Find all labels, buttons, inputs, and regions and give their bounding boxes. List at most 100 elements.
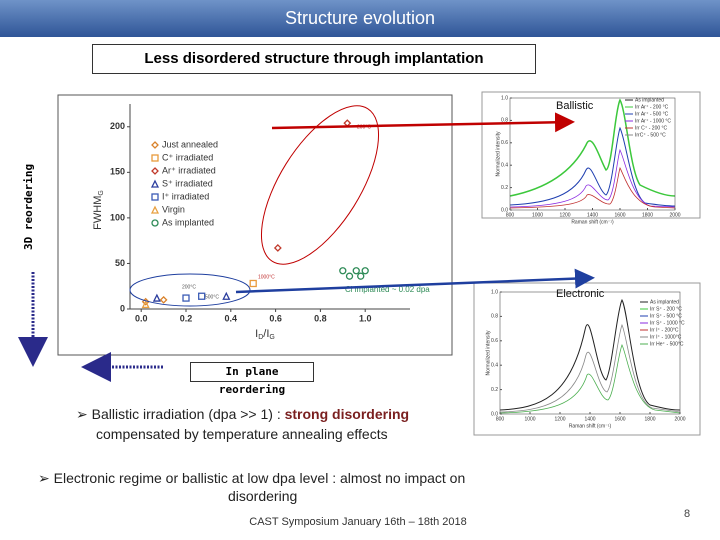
y-tick-label: 0.8 [491,314,498,320]
annotation: 200°C [182,284,196,290]
blue-ellipse [129,273,251,307]
x-tick-label: 1.0 [359,313,372,323]
legend-label: Irr He⁺ - 500°C [650,341,684,347]
y-tick-label: 150 [110,167,125,177]
x-tick-label: 0.4 [225,313,238,323]
raman1-frame [481,91,701,219]
x-tick-label: 1600 [614,416,625,422]
y-tick-label: 0.6 [491,338,498,344]
x-axis-label: ID/IG [255,328,275,341]
point [339,267,347,275]
y-tick-label: 0 [120,303,125,313]
bullet-strong: strong disordering [284,406,410,422]
point [361,267,369,275]
legend-label: Irr Ar⁺ - 1000 °C [635,118,671,124]
y-tick-label: 0.8 [501,118,508,124]
legend-label: Just annealed [162,139,218,149]
y-tick-label: 0.0 [491,411,498,417]
slide-title: Structure evolution [0,0,720,37]
legend-label: As implanted [162,217,214,227]
x-tick-label: 2000 [669,212,680,218]
y-label-main: FWHM [92,196,104,230]
legend-label: As implanted [650,299,679,305]
legend-label: Irr I⁺ - 1000°C [650,334,682,340]
horizontal-label: In plane reordering [190,362,314,396]
legend-label: Virgin [162,204,185,214]
legend-marker [151,193,159,201]
point [222,291,231,300]
legend-label: Ar⁺ irradiated [162,165,216,175]
scatter-plot: 0.0 0.2 0.4 0.6 0.8 1.0050100150200FWHMGID/IG… [92,104,430,341]
page-number: 8 [684,508,691,520]
x-tick-label: 1000 [532,212,543,218]
scatter-frame [57,94,453,356]
legend-label: I⁺ irradiated [162,191,209,201]
legend-marker [151,154,159,162]
x-label-main: I [255,328,258,340]
x-tick-label: 1400 [584,416,595,422]
vertical-label: 3D reordering [22,163,35,250]
legend-label: Irr I⁺ - 200°C [650,327,679,333]
legend-marker [150,205,160,214]
point [357,272,365,280]
footer: CAST Symposium January 16th – 18th 2018 [249,516,467,528]
legend-marker [151,219,159,227]
raman1: 800 1000 1200 1400 1600 1800 2000 0.0 0.2 0.4 0.6 0… [495,95,680,225]
red-ellipse [260,105,380,265]
y-tick-label: 0.0 [501,207,508,213]
point [273,244,282,252]
x-tick-label: 1600 [614,212,625,218]
legend-label: Irr S⁺ - 200 °C [650,306,682,312]
bullet-1-rest: compensated by temperature annealing eff… [96,426,388,442]
raman2: 800 1000 1200 1400 1600 1800 2000 0.0 0.2 0.4 0.6 0… [485,289,685,429]
x-tick-label: 800 [506,212,515,218]
bullet-text: Electronic regime or ballistic at low dp… [53,470,466,486]
annotation: 1000°C [258,274,275,280]
bullet-2: ➢ Electronic regime or ballistic at low … [38,470,466,486]
y-tick-label: 0.6 [501,140,508,146]
point [198,292,206,300]
y-tick-label: 1.0 [491,289,498,295]
point [141,299,150,309]
y-tick-label: 100 [110,212,125,222]
legend-label: Irr Ar⁺ - 200 °C [635,104,669,110]
x-tick-label: 1800 [642,212,653,218]
point [159,295,168,304]
y-tick-label: 50 [115,258,125,268]
y-tick-label: 0.2 [501,185,508,191]
x-tick-label: 1400 [587,212,598,218]
y-axis-label: FWHMG [92,190,105,230]
annotation: Cl implanted ~ 0.02 dpa [345,285,430,294]
annotation: 500°C [205,294,219,300]
y-axis-label: Normalized intensity [495,131,501,177]
legend-label: Irr Ar⁺ - 500 °C [635,111,669,117]
x-tick-label: 0.0 [135,313,148,323]
legend-label: C⁺ irradiated [162,152,213,162]
legend-label: Irr C⁺ - 200 °C [635,125,668,131]
legend-label: Irr S⁺ - 500 °C [650,313,682,319]
x-axis-label: Raman shift (cm⁻¹) [571,219,614,225]
subtitle: Less disordered structure through implan… [92,44,536,74]
legend-marker [150,179,160,188]
bullet-text: Ballistic irradiation (dpa >> 1) : [91,406,285,422]
point [182,294,190,302]
legend-label: As implanted [635,97,664,103]
y-label-sub: G [98,190,105,195]
label-electronic: Electronic [556,288,605,300]
x-tick-label: 0.8 [314,313,327,323]
x-tick-label: 2000 [674,416,685,422]
legend-label: S⁺ irradiated [162,178,213,188]
x-tick-label: 0.6 [269,313,282,323]
arrow-ballistic [271,112,575,133]
legend-marker [151,141,159,149]
point [345,272,354,280]
x-label-part: D [258,334,263,341]
legend-label: IrrC⁺ - 500 °C [635,132,666,138]
arrow-electronic [235,268,595,294]
point [352,267,360,275]
point [141,297,150,306]
y-tick-label: 200 [110,121,125,131]
bullet-1: ➢ Ballistic irradiation (dpa >> 1) : str… [76,406,410,422]
